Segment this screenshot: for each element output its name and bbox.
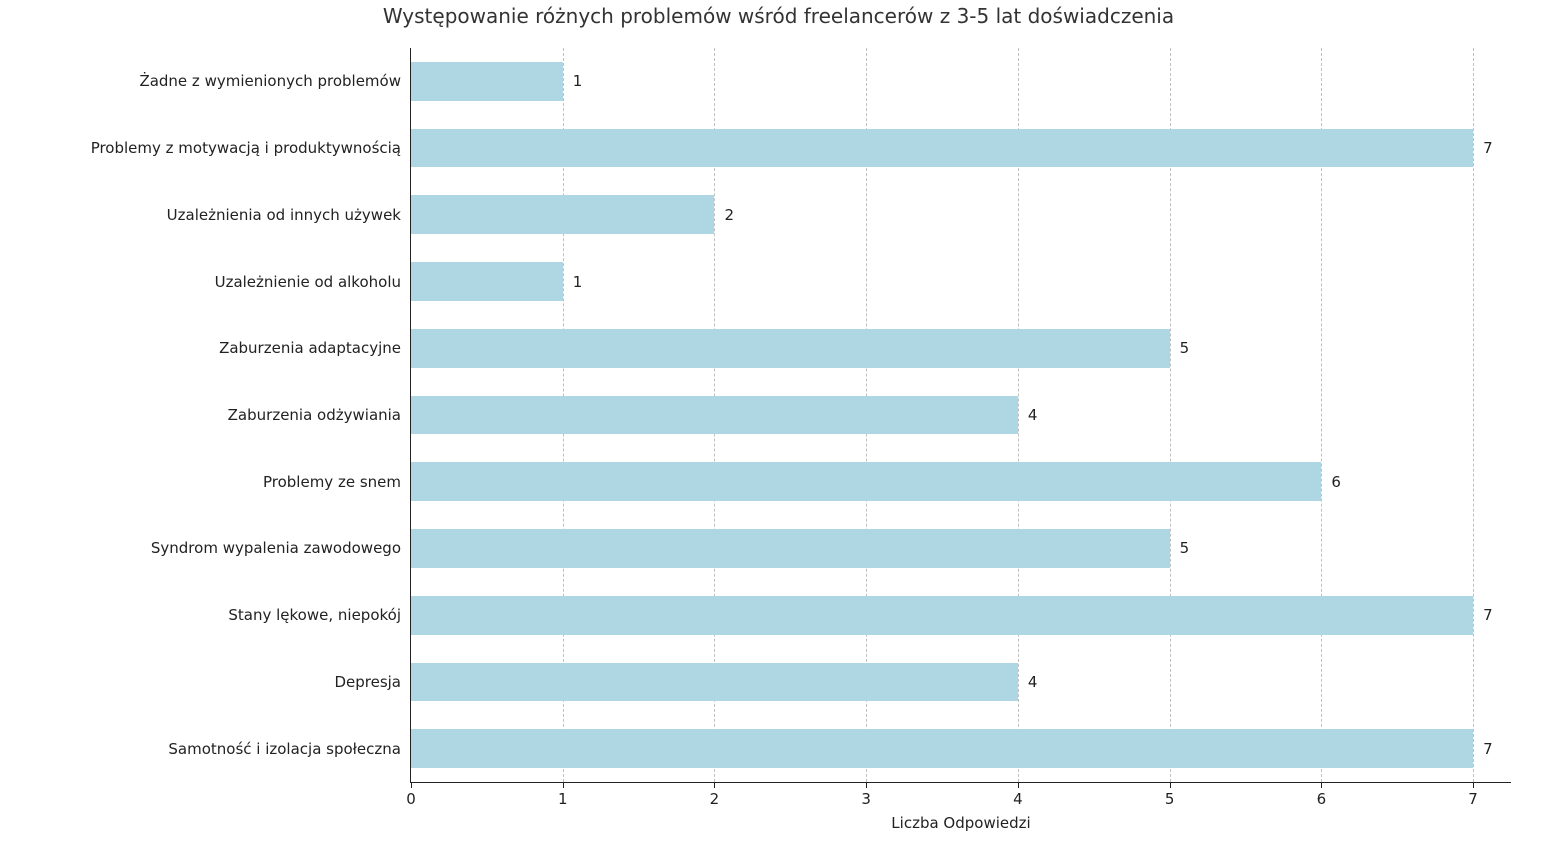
bar-value-label: 4: [1028, 406, 1038, 424]
x-tick-label: 3: [861, 790, 871, 808]
x-tick-mark: [411, 782, 412, 788]
bar: [411, 129, 1473, 168]
x-tick-label: 5: [1165, 790, 1175, 808]
bar: [411, 529, 1170, 568]
plot-area: Liczba Odpowiedzi 01234567Żadne z wymien…: [410, 48, 1511, 783]
y-tick-label: Uzależnienia od innych używek: [167, 206, 401, 224]
bar-value-label: 7: [1483, 606, 1493, 624]
bar-value-label: 6: [1331, 473, 1341, 491]
y-tick-label: Zaburzenia adaptacyjne: [219, 339, 401, 357]
bar: [411, 729, 1473, 768]
y-tick-label: Samotność i izolacja społeczna: [168, 740, 401, 758]
bar-value-label: 5: [1180, 539, 1190, 557]
x-tick-mark: [1018, 782, 1019, 788]
bar-value-label: 7: [1483, 740, 1493, 758]
bar-value-label: 4: [1028, 673, 1038, 691]
y-tick-label: Stany lękowe, niepokój: [228, 606, 401, 624]
y-tick-label: Żadne z wymienionych problemów: [139, 72, 401, 90]
y-tick-label: Depresja: [334, 673, 401, 691]
x-tick-label: 0: [406, 790, 416, 808]
x-tick-mark: [1321, 782, 1322, 788]
chart-root: Występowanie różnych problemów wśród fre…: [0, 0, 1557, 842]
bar-value-label: 5: [1180, 339, 1190, 357]
x-tick-label: 7: [1468, 790, 1478, 808]
x-tick-label: 4: [1013, 790, 1023, 808]
chart-title: Występowanie różnych problemów wśród fre…: [0, 4, 1557, 28]
bar: [411, 663, 1018, 702]
bar: [411, 596, 1473, 635]
bar-value-label: 1: [573, 273, 583, 291]
x-tick-mark: [1170, 782, 1171, 788]
bar: [411, 396, 1018, 435]
y-tick-label: Syndrom wypalenia zawodowego: [151, 539, 401, 557]
y-tick-label: Problemy ze snem: [263, 473, 401, 491]
bar: [411, 62, 563, 101]
x-axis-title: Liczba Odpowiedzi: [411, 814, 1511, 832]
x-tick-mark: [1473, 782, 1474, 788]
y-tick-label: Problemy z motywacją i produktywnością: [91, 139, 401, 157]
bar: [411, 195, 714, 234]
bar-value-label: 7: [1483, 139, 1493, 157]
x-tick-label: 1: [558, 790, 568, 808]
x-tick-label: 2: [710, 790, 720, 808]
gridline: [1473, 48, 1474, 782]
bar: [411, 329, 1170, 368]
x-tick-mark: [714, 782, 715, 788]
bar-value-label: 2: [724, 206, 734, 224]
y-tick-label: Uzależnienie od alkoholu: [215, 273, 401, 291]
x-tick-label: 6: [1317, 790, 1327, 808]
bar: [411, 462, 1321, 501]
x-tick-mark: [866, 782, 867, 788]
bar-value-label: 1: [573, 72, 583, 90]
x-tick-mark: [563, 782, 564, 788]
y-tick-label: Zaburzenia odżywiania: [228, 406, 401, 424]
bar: [411, 262, 563, 301]
